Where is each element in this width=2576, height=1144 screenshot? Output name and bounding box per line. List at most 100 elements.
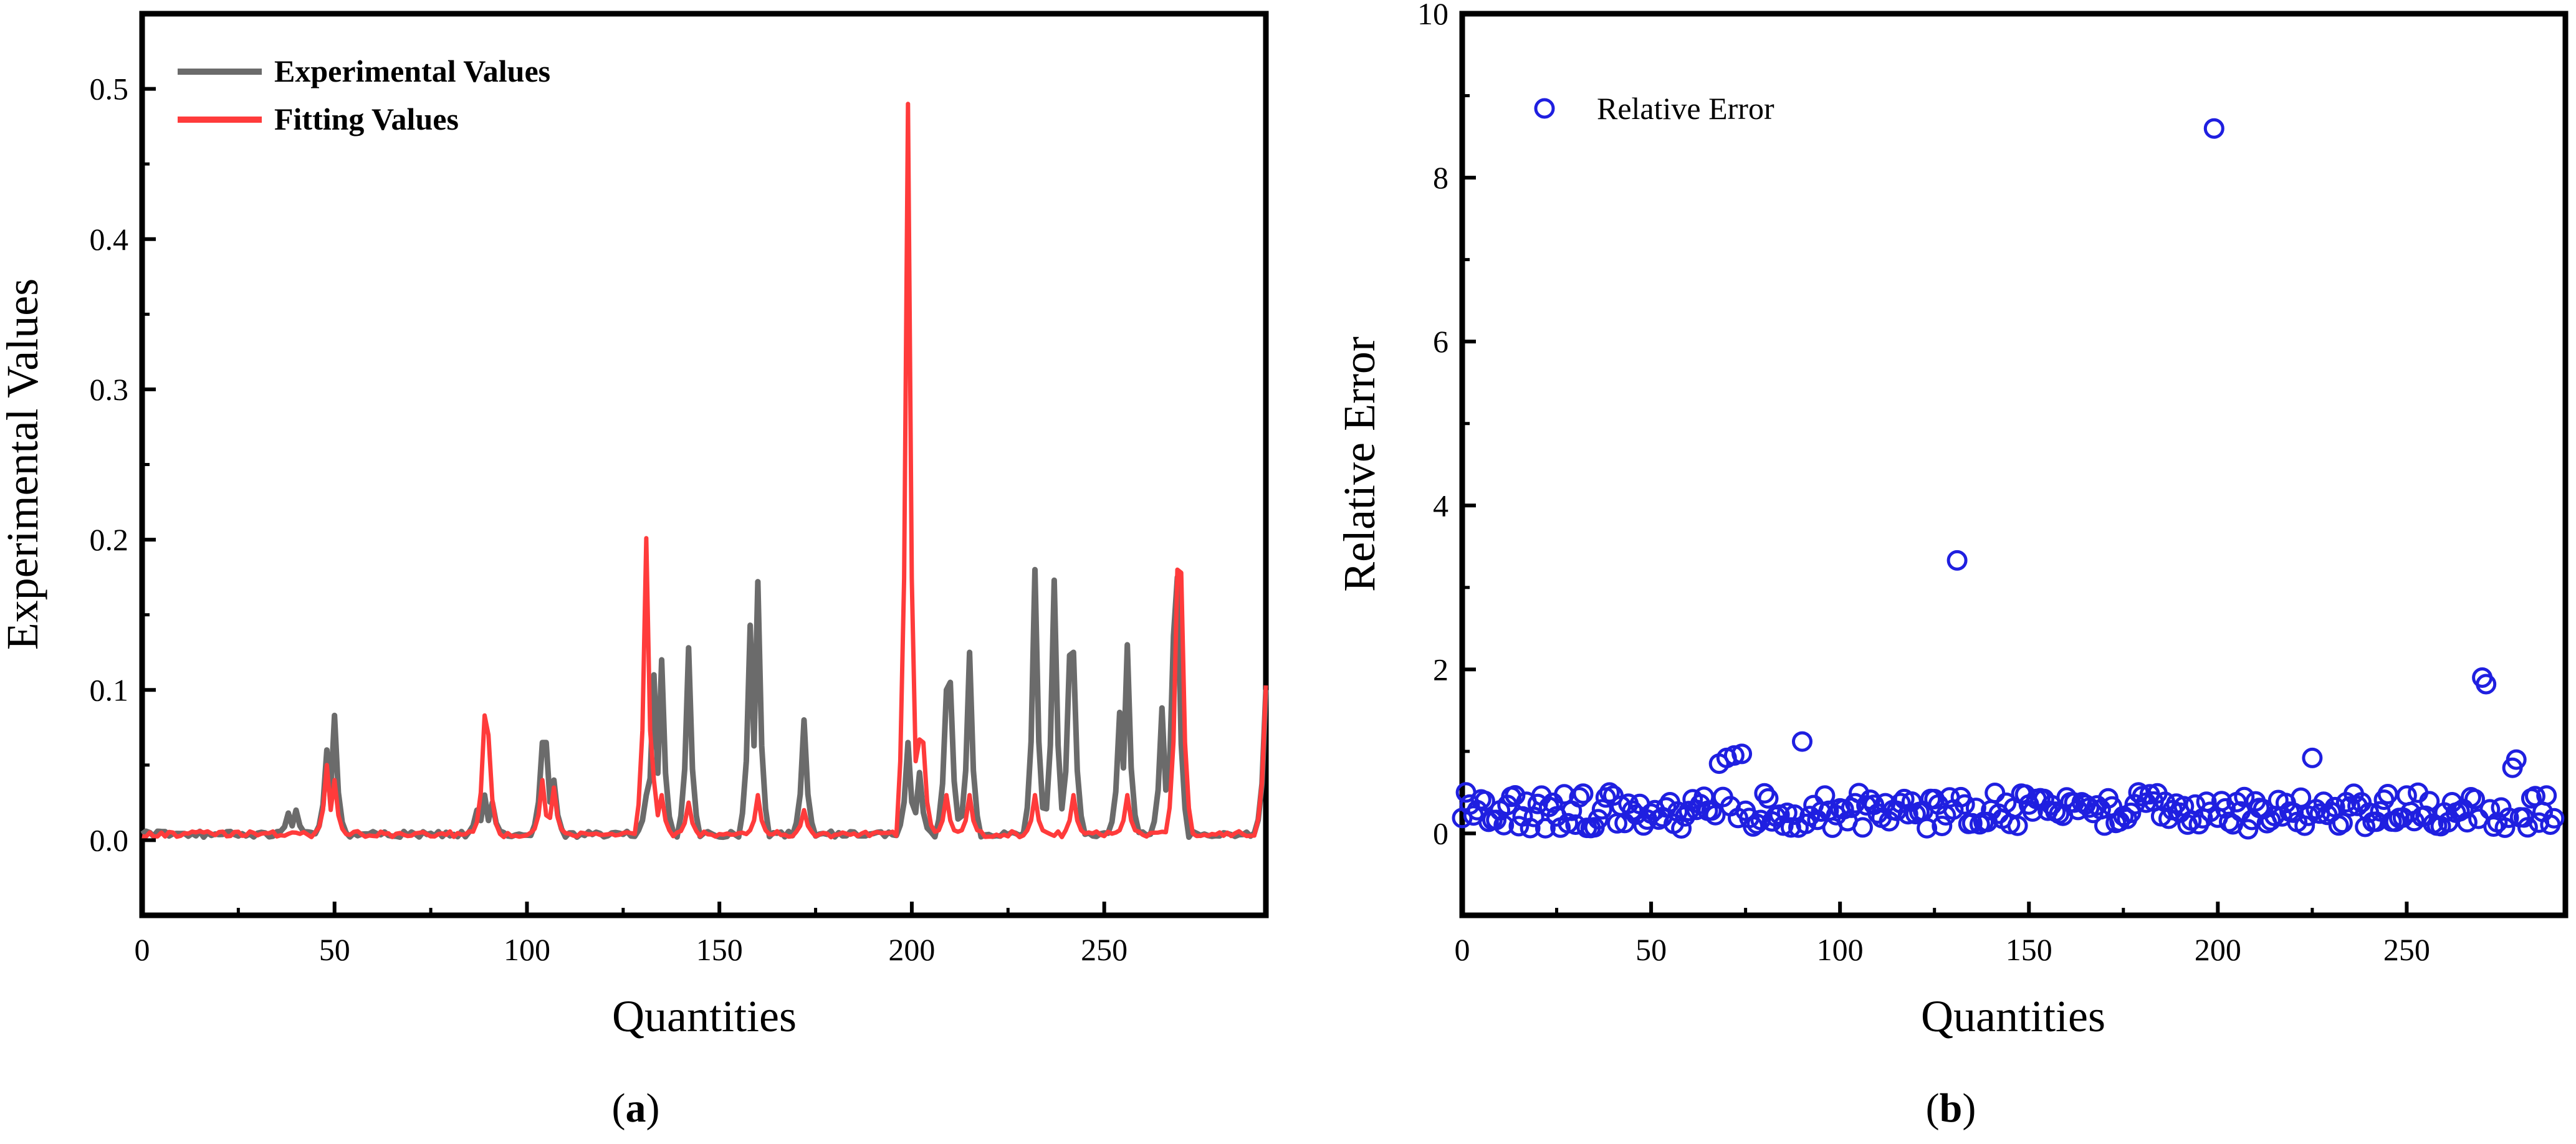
b-scatter-point: [2302, 747, 2323, 768]
b-x-axis-label: Quantities: [1921, 991, 2105, 1041]
b-y-tick-label: 8: [1433, 160, 1448, 195]
b-scatter-point: [2238, 819, 2259, 840]
b-scatter-point: [1701, 800, 1722, 821]
b-legend-label: Relative Error: [1597, 91, 1774, 126]
a-legend-label-fitting: Fitting Values: [274, 102, 459, 136]
b-scatter-point: [1523, 806, 1544, 827]
b-scatter-point: [1508, 816, 1530, 837]
b-scatter-point: [1705, 804, 1726, 826]
b-scatter-point: [1573, 783, 1594, 804]
b-x-tick-label: 250: [2383, 932, 2430, 967]
b-scatter-point: [2234, 786, 2255, 808]
b-x-tick-label: 150: [2006, 932, 2052, 967]
a-x-tick-label: 150: [696, 932, 743, 967]
b-scatter-point: [2324, 796, 2345, 817]
a-ticks-group: 0 50 100 150 200 250 0.0 0.1 0.2 0.3 0.4 0.5: [90, 72, 1128, 967]
b-scatter-point: [2215, 798, 2236, 819]
a-x-axis-label: Quantities: [612, 991, 797, 1041]
b-scatter-point: [2203, 118, 2224, 139]
plot-frame-a: [139, 11, 1269, 918]
b-scatter-point: [1897, 804, 1918, 825]
b-scatter-point: [1587, 809, 1609, 830]
b-scatter-point: [1917, 817, 1938, 839]
b-scatter-point: [2291, 787, 2312, 808]
b-scatter-point: [1852, 817, 1873, 838]
b-scatter-point: [1731, 743, 1753, 765]
b-scatter-point: [1723, 745, 1745, 766]
b-scatter-point: [2419, 791, 2440, 812]
b-ticks-group: 0 50 100 150 200 250 0 2 4 6 8 10: [1417, 0, 2430, 967]
a-y-tick-label: 0.3: [90, 372, 129, 407]
b-scatter-point: [1520, 817, 1541, 839]
b-y-tick-label: 4: [1433, 488, 1448, 523]
b-scatter-point: [2517, 817, 2538, 838]
a-x-tick-label: 200: [888, 932, 935, 967]
b-scatter-point: [1474, 791, 1495, 811]
b-scatter-point: [2506, 749, 2527, 770]
caption-b: (b): [1926, 1085, 1976, 1131]
b-scatter-point: [1591, 799, 1612, 820]
b-scatter-point: [2494, 817, 2516, 838]
b-scatter-point: [2332, 813, 2353, 834]
b-scatter-point: [1671, 818, 1692, 839]
a-x-tick-label: 0: [135, 932, 150, 967]
b-scatter-point: [1493, 814, 1515, 836]
a-series-group: [140, 102, 1269, 841]
b-scatter-point: [1833, 799, 1854, 820]
b-scatter-point: [2370, 801, 2391, 822]
b-scatter-point: [2483, 816, 2504, 837]
b-scatter-point: [1569, 787, 1590, 808]
b-y-tick-label: 6: [1433, 324, 1448, 359]
b-scatter-point: [1758, 788, 1779, 809]
caption-a: (a): [612, 1085, 660, 1131]
b-scatter-point: [1535, 817, 1556, 839]
a-y-tick-label: 0.5: [90, 72, 129, 107]
b-scatter-point: [1746, 813, 1768, 834]
a-series-line-fitting: [141, 102, 1268, 840]
b-y-tick-label: 2: [1433, 652, 1448, 687]
b-scatter-point: [2260, 810, 2281, 831]
b-legend: Relative Error: [1534, 91, 1774, 126]
b-y-tick-label: 0: [1433, 816, 1448, 851]
b-x-tick-label: 100: [1817, 932, 1864, 967]
b-scatter-point: [2340, 796, 2360, 817]
b-scatter-point: [2196, 791, 2217, 813]
b-x-tick-label: 0: [1455, 932, 1470, 967]
b-legend-marker: [1534, 98, 1555, 119]
b-scatter-point: [1792, 731, 1812, 752]
b-scatter-point: [1599, 782, 1620, 803]
a-legend: Experimental Values Fitting Values: [178, 54, 550, 136]
plot-frame-b: [1459, 11, 2569, 918]
a-y-tick-label: 0.1: [90, 672, 129, 707]
b-scatter-point: [2536, 785, 2557, 806]
b-scatter-point: [2464, 789, 2485, 809]
b-scatter-point: [1754, 783, 1775, 804]
b-scatter-point: [1932, 816, 1953, 836]
a-legend-label-experimental: Experimental Values: [274, 54, 550, 88]
panel-b: 0 50 100 150 200 250 0 2 4 6 8 10 Relative Error Qu…: [1334, 0, 2569, 1131]
b-scatter-point: [2294, 815, 2315, 836]
b-scatter-point: [1505, 785, 1526, 806]
b-scatter-point: [2476, 674, 2497, 695]
b-x-tick-label: 200: [2195, 932, 2241, 967]
b-scatter-point: [1946, 550, 1968, 571]
a-y-tick-label: 0.4: [90, 222, 129, 257]
a-x-tick-label: 100: [504, 932, 550, 967]
b-scatter-point: [2456, 812, 2478, 833]
b-scatter-point: [1558, 813, 1579, 834]
a-y-tick-label: 0.2: [90, 522, 129, 557]
b-scatter-point: [2498, 807, 2519, 828]
b-scatter-point: [1954, 794, 1975, 815]
b-scatter-point: [2007, 815, 2028, 836]
b-scatter-point: [1655, 797, 1677, 818]
b-x-tick-label: 50: [1635, 932, 1667, 967]
panel-a: 0 50 100 150 200 250 0.0 0.1 0.2 0.3 0.4 0.5 Experi…: [0, 11, 1269, 1131]
a-x-tick-label: 50: [319, 932, 350, 967]
a-y-tick-label: 0.0: [90, 822, 129, 857]
b-y-axis-label: Relative Error: [1334, 336, 1384, 592]
a-x-tick-label: 250: [1081, 932, 1128, 967]
b-scatter-point: [2544, 808, 2565, 829]
a-y-axis-label: Experimental Values: [0, 279, 47, 651]
b-series-group: [1452, 118, 2565, 840]
